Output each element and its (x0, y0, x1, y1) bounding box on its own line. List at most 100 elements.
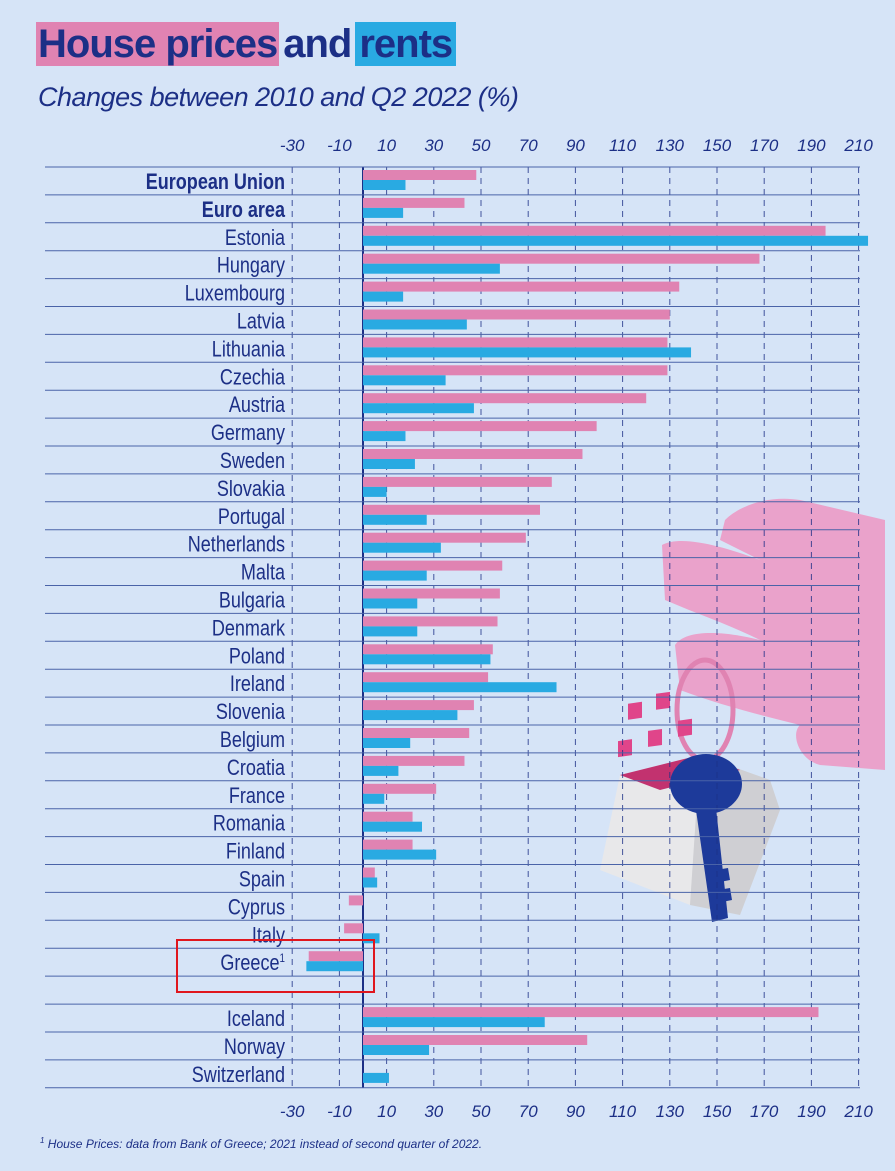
category-label: Switzerland (192, 1063, 285, 1087)
house-prices-bar (363, 504, 540, 515)
category-label: Luxembourg (185, 282, 285, 306)
house-prices-bar (363, 811, 413, 822)
house-prices-bar (363, 867, 375, 878)
tick-label: 190 (797, 1102, 826, 1121)
rents-bar (363, 263, 500, 274)
tick-label: 210 (843, 136, 873, 155)
title-and: and (283, 22, 352, 66)
house-prices-bar (363, 197, 465, 208)
tick-label: 130 (656, 1102, 685, 1121)
hand-with-key-illustration (600, 498, 885, 922)
tick-label: -30 (280, 1102, 305, 1121)
rents-bar (306, 961, 363, 972)
category-label: Hungary (217, 254, 286, 278)
house-prices-bar (363, 225, 826, 236)
rents-bar (363, 738, 411, 748)
tick-label: 50 (472, 136, 491, 155)
rents-bar (363, 710, 458, 721)
house-prices-bar (363, 337, 668, 348)
house-prices-bar (363, 1007, 819, 1018)
category-label: Germany (211, 422, 286, 446)
category-label: Ireland (230, 673, 285, 697)
rents-bar (363, 319, 467, 330)
tick-label: 150 (703, 1102, 732, 1121)
tick-label: 10 (377, 1102, 396, 1121)
house-prices-bar (363, 700, 474, 711)
category-label: Spain (239, 868, 285, 892)
house-prices-bar (363, 616, 498, 627)
rents-bar (363, 877, 378, 888)
rents-bar (363, 1017, 545, 1028)
rents-bar (363, 180, 406, 190)
category-label: Estonia (225, 226, 286, 250)
rents-bar (363, 849, 437, 860)
rents-bar (363, 765, 399, 776)
category-label: Euro area (202, 198, 286, 222)
house-prices-bar (363, 644, 493, 655)
house-prices-bar (363, 476, 552, 487)
rents-bar (363, 403, 474, 414)
category-label: Romania (213, 812, 286, 836)
rents-bar (363, 375, 446, 386)
category-label: Slovenia (216, 701, 286, 725)
category-label: Iceland (227, 1008, 285, 1032)
chart-title: House prices and rents (36, 22, 457, 74)
house-prices-bar (363, 449, 583, 459)
house-prices-bar (363, 309, 670, 320)
rents-bar (363, 626, 418, 637)
category-label: Malta (241, 561, 286, 585)
rents-bar (363, 570, 427, 581)
rents-bar (363, 1072, 389, 1083)
category-label: Netherlands (188, 533, 285, 557)
tick-label: 90 (566, 136, 585, 155)
row-dividers (45, 166, 860, 1089)
house-prices-bar (363, 393, 647, 404)
house-prices-bar (363, 783, 437, 794)
house-prices-bar (363, 281, 680, 292)
category-label: Sweden (220, 449, 285, 473)
house-prices-bar (363, 421, 597, 432)
chart-subtitle: Changes between 2010 and Q2 2022 (%) (38, 82, 519, 112)
tick-label: -10 (327, 136, 352, 155)
rents-bar (363, 235, 869, 246)
category-label: Portugal (218, 505, 285, 529)
rents-bar (363, 207, 404, 218)
hand-shape (662, 498, 885, 770)
house-prices-bar (363, 560, 503, 571)
footnote: 1 House Prices: data from Bank of Greece… (40, 1136, 482, 1151)
rents-bar (363, 598, 418, 609)
rents-bar (363, 821, 422, 832)
tick-label: 90 (566, 1102, 585, 1121)
category-label: Czechia (220, 366, 286, 390)
house-prices-bar (308, 951, 363, 962)
category-label: European Union (146, 170, 285, 194)
house-prices-bar (344, 923, 363, 934)
tick-label: 70 (519, 1102, 538, 1121)
title-house-prices: House prices (36, 22, 280, 66)
tick-label: 70 (519, 136, 538, 155)
footnote-mark: 1 (40, 1136, 45, 1145)
category-label: Italy (252, 924, 286, 948)
tick-label: -10 (327, 1102, 352, 1121)
top-tick-labels: -30 -10 10 30 50 70 90 110 130 150 170 190 210 (280, 136, 873, 155)
category-label: Lithuania (212, 338, 286, 362)
tick-label: 110 (609, 1102, 637, 1121)
house-prices-bar (363, 588, 500, 599)
superscript-mark: 1 (280, 952, 285, 965)
house-prices-bar (363, 672, 489, 683)
greece-highlight-box (176, 939, 375, 993)
house-prices-bar (363, 365, 668, 376)
rents-bar (363, 514, 427, 525)
title-rents: rents (355, 22, 457, 66)
category-label: France (229, 784, 285, 808)
category-labels: European Union Euro area Estonia Hungary Lux… (146, 170, 286, 1087)
category-label: Slovakia (217, 477, 286, 501)
house-prices-bar (363, 532, 526, 543)
tick-label: 110 (609, 136, 637, 155)
category-label: Latvia (237, 310, 286, 334)
tick-label: -30 (280, 136, 305, 155)
house-prices-bar (363, 170, 477, 180)
house-prices-bar (363, 755, 465, 766)
house-prices-bar (363, 728, 470, 738)
